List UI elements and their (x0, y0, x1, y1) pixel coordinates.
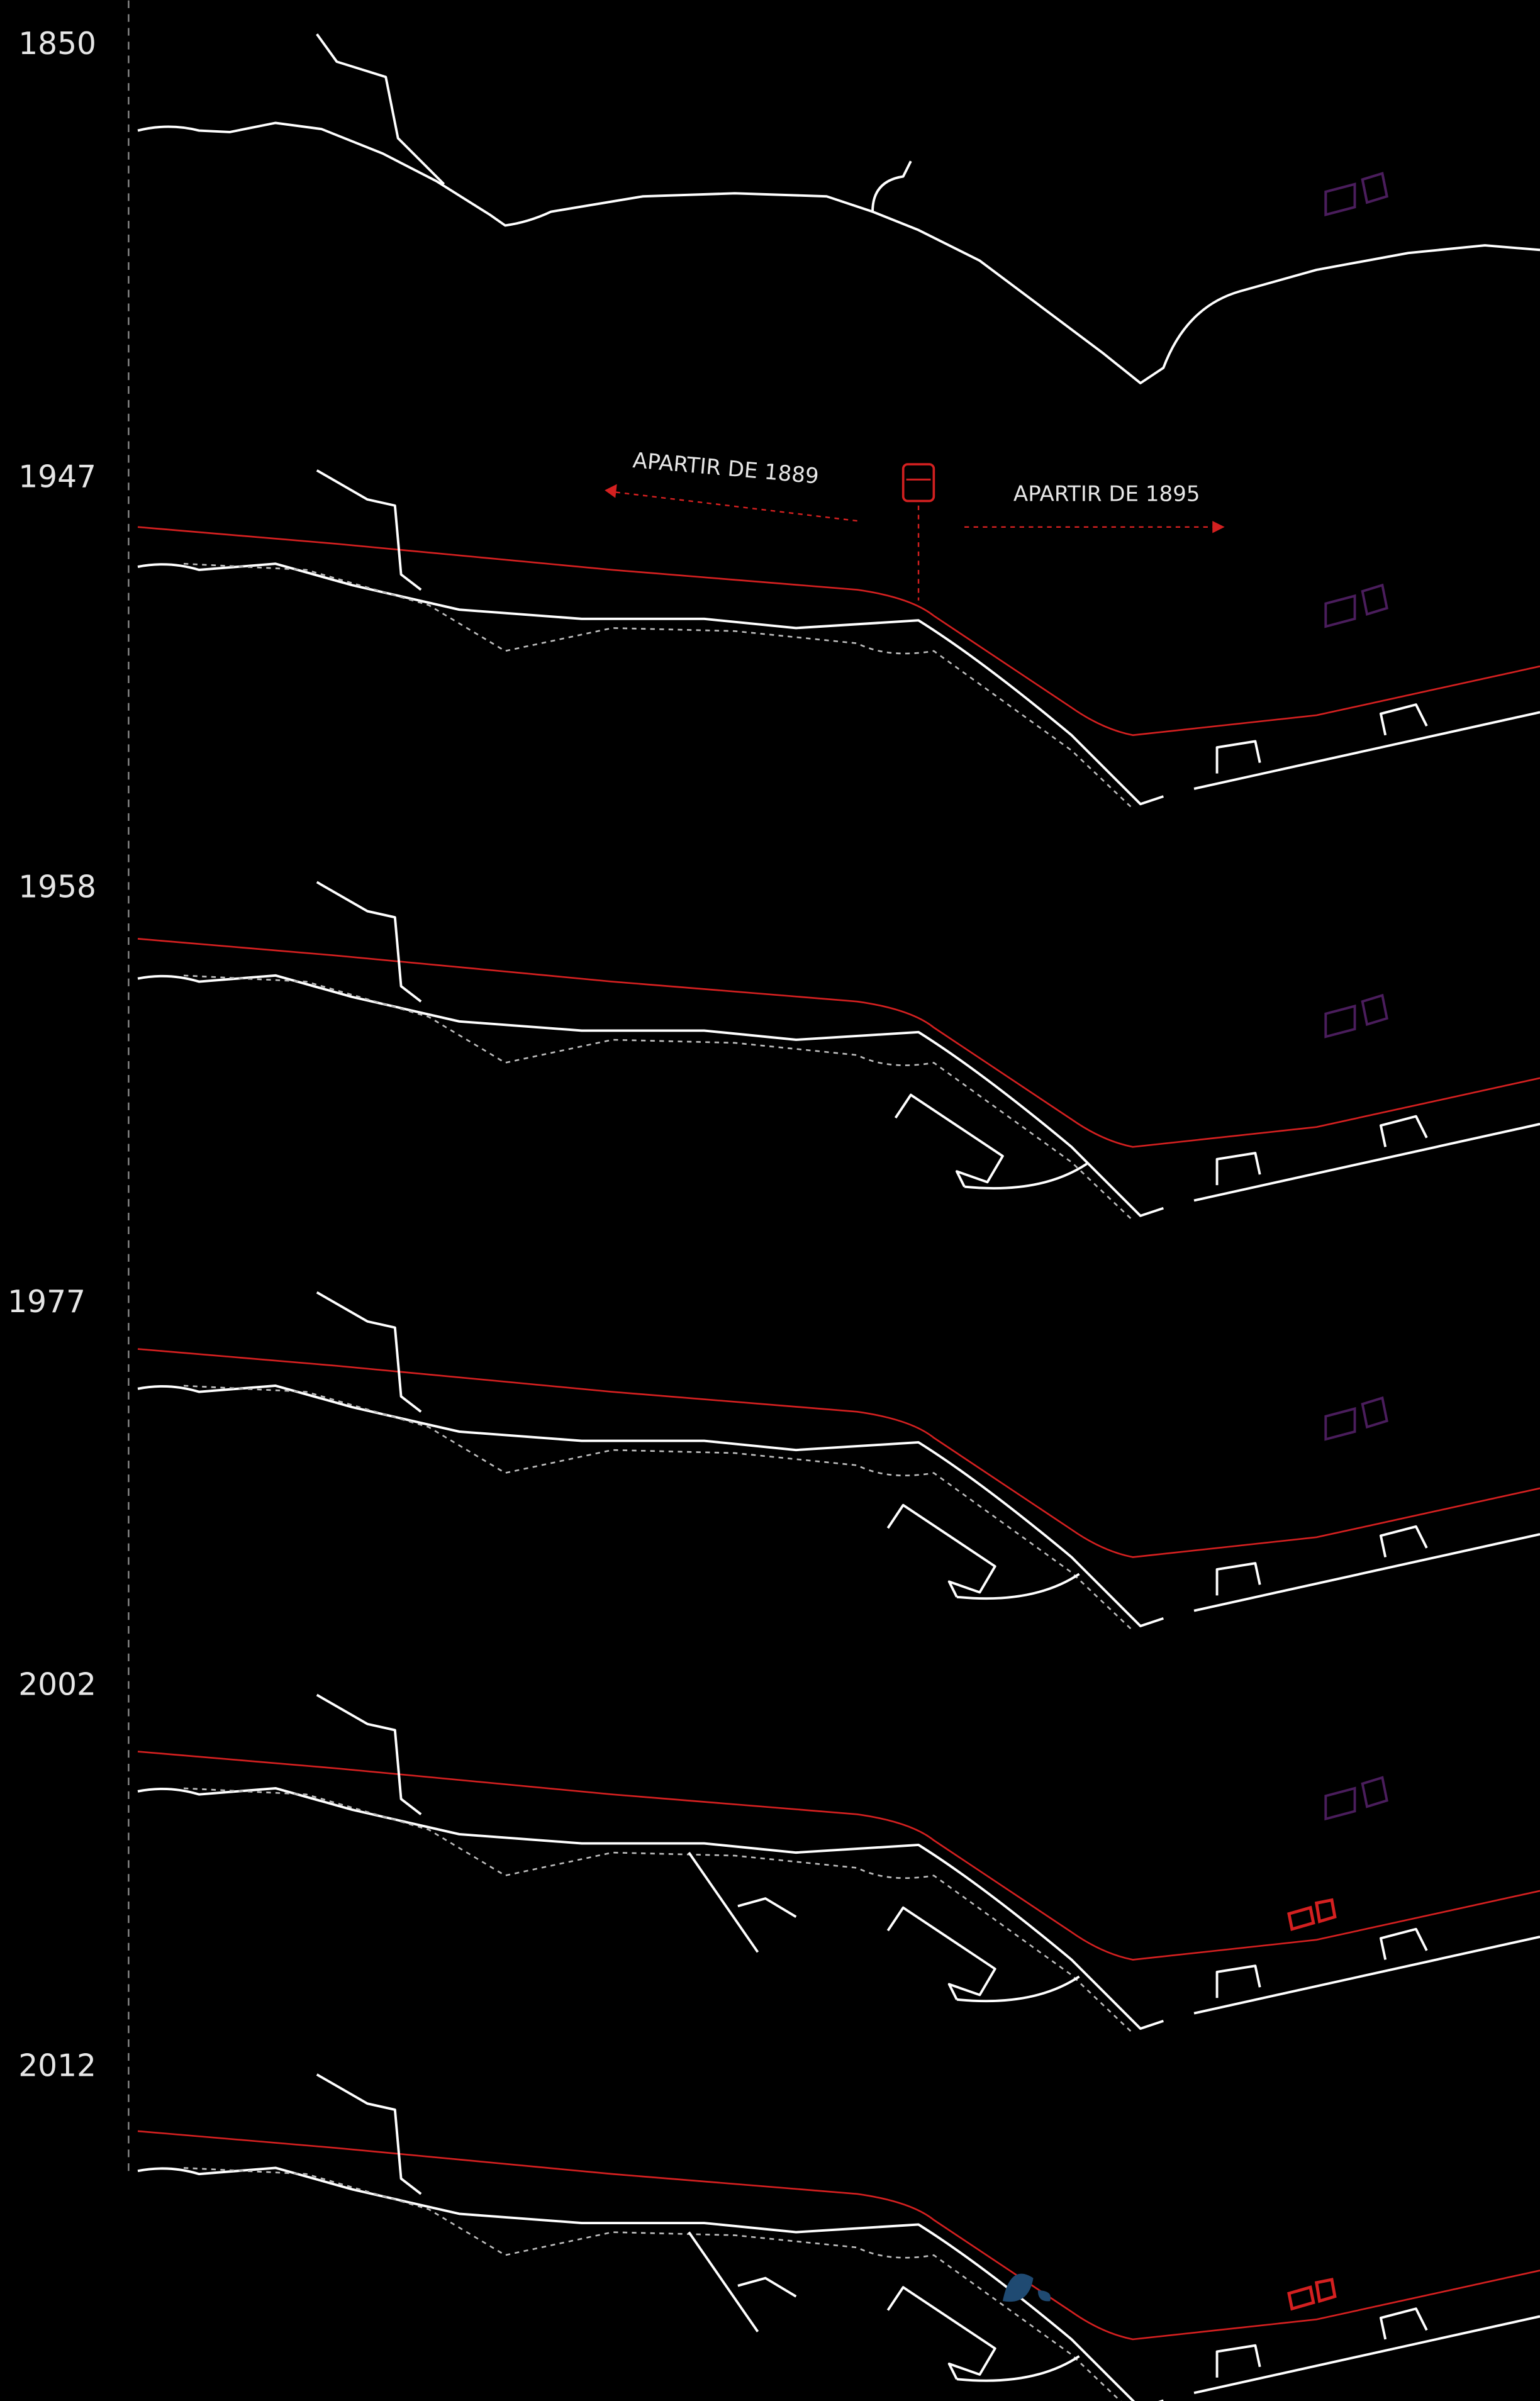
coastline-1958 (137, 584, 1540, 1222)
year-label: 1850 (18, 26, 96, 62)
year-label: 2012 (18, 2048, 96, 2083)
annotation-left: APARTIR DE 1889 (632, 448, 820, 489)
year-label: 1958 (18, 870, 96, 905)
coastline-1977 (137, 994, 1540, 1632)
coastline-1850 (137, 33, 1540, 385)
year-label: 1977 (8, 1284, 86, 1320)
annotation-right: APARTIR DE 1895 (1013, 481, 1200, 506)
coastline-2002 (137, 1396, 1540, 2035)
year-label: 1947 (18, 460, 96, 495)
year-label: 2002 (18, 1667, 96, 1702)
coastline-1947 (137, 172, 1540, 810)
coastline-2012 (137, 1776, 1540, 2401)
